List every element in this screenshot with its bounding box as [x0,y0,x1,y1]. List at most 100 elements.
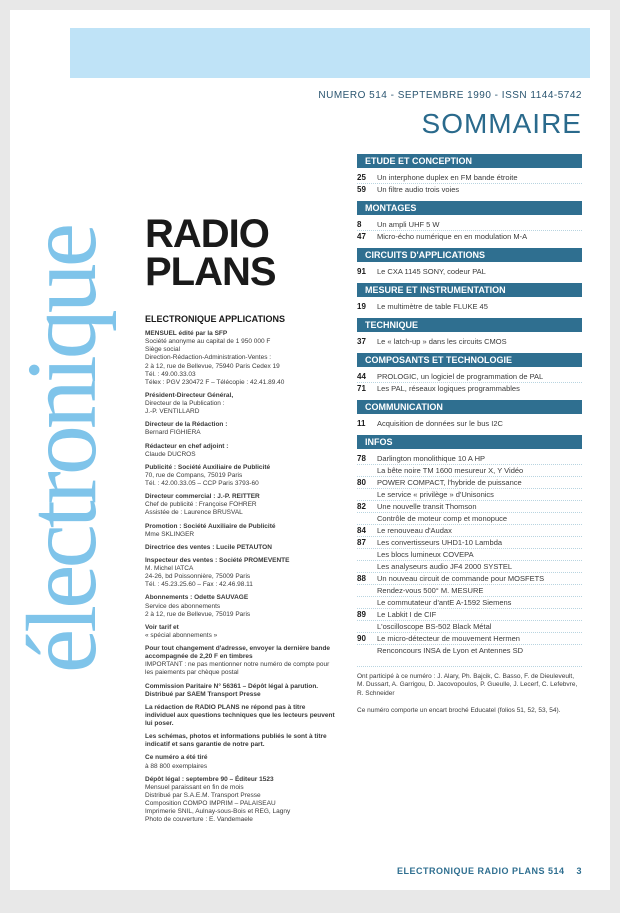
toc-entry-text: Le renouveau d'Audax [377,526,582,535]
toc-entry-text: Les PAL, réseaux logiques programmables [377,384,582,393]
toc-entry-text: Une nouvelle transit Thomson [377,502,582,511]
toc-entry-text: Micro-écho numérique en en modulation M-… [377,232,582,241]
toc-page-no: 44 [357,372,377,381]
toc-entry: 89Le Labkit I de CIF [357,608,582,620]
toc-entry: 44PROLOGIC, un logiciel de programmation… [357,370,582,382]
toc-entry: Rendez-vous 500° M. MESURE [357,584,582,596]
toc-entry-text: La bête noire TM 1600 mesureur X, Y Vidé… [377,466,582,475]
masthead-paragraph: Dépôt légal : septembre 90 – Éditeur 152… [145,776,335,825]
encart-note: Ce numéro comporte un encart broché Educ… [357,707,560,714]
toc-entry-text: Le CXA 1145 SONY, codeur PAL [377,267,582,276]
toc-entry: 90Le micro-détecteur de mouvement Hermen [357,632,582,644]
toc-entry-text: Le Labkit I de CIF [377,610,582,619]
masthead-line: Siège social [145,346,180,353]
section-bar: MESURE ET INSTRUMENTATION [357,283,582,297]
masthead-line: Directeur commercial : J.-P. REITTER [145,493,260,500]
masthead-line: 70, rue de Compans, 75019 Paris [145,472,242,479]
masthead-line: Directeur de la Publication : [145,400,225,407]
section-bar: COMPOSANTS ET TECHNOLOGIE [357,353,582,367]
footer-text: ELECTRONIQUE RADIO PLANS 514 [397,866,565,876]
toc-page-no: 37 [357,337,377,346]
footer-line: ELECTRONIQUE RADIO PLANS 514 3 [397,866,582,876]
toc-page-no: 71 [357,384,377,393]
magazine-page: NUMERO 514 - SEPTEMBRE 1990 - ISSN 1144-… [10,10,610,890]
contributors-title: Ont participé à ce numéro : [357,673,435,680]
toc-entry: 59Un filtre audio trois voies [357,183,582,195]
toc-entry: 80POWER COMPACT, l'hybride de puissance [357,476,582,488]
top-color-band [70,28,590,78]
masthead-paragraph: MENSUEL édité par la SFPSociété anonyme … [145,330,335,387]
masthead-line: Promotion : Société Auxiliaire de Public… [145,523,276,530]
toc-entry-text: Darlington monolithique 10 A HP [377,454,582,463]
masthead-line: Télex : PGV 230472 F – Télécopie : 42.41… [145,379,284,386]
masthead-line: Publicité : Société Auxiliaire de Public… [145,464,270,471]
toc-entry-text: Acquisition de données sur le bus I2C [377,419,582,428]
masthead-line: Distribué par S.A.E.M. Transport Presse [145,792,261,799]
masthead-line: Assistée de : Laurence BRUSVAL [145,509,243,516]
toc-entry: Les blocs lumineux COVEPA [357,548,582,560]
masthead-line: Président-Directeur Général, [145,392,233,399]
masthead-paragraph: Pour tout changement d'adresse, envoyer … [145,645,335,678]
toc-entry: Renconcours INSA de Lyon et Antennes SD [357,644,582,656]
masthead-line: Imprimerie SNIL, Aulnay-sous-Bois et REG… [145,808,290,815]
masthead-paragraph: Les schémas, photos et informations publ… [145,733,335,749]
toc-page-no: 90 [357,634,377,643]
toc-entry: 8Un ampli UHF 5 W [357,218,582,230]
masthead-paragraph: Voir tarif et« spécial abonnements » [145,624,335,640]
masthead-line: Mensuel paraissant en fin de mois [145,784,244,791]
toc-entry-text: Le « latch-up » dans les circuits CMOS [377,337,582,346]
toc-entry-text: Le service « privilège » d'Unisonics [377,490,582,499]
sommaire: SOMMAIRE ETUDE ET CONCEPTION25Un interph… [357,108,582,715]
toc-entry: 11Acquisition de données sur le bus I2C [357,417,582,429]
masthead-paragraph: Directrice des ventes : Lucile PETAUTON [145,544,335,552]
masthead-line: Ce numéro a été tiré [145,754,208,761]
masthead-line: Les schémas, photos et informations publ… [145,733,327,748]
toc-page-no: 59 [357,185,377,194]
toc-entry-text: Le multimètre de table FLUKE 45 [377,302,582,311]
footer-page-no: 3 [576,866,582,876]
toc-page-no: 47 [357,232,377,241]
masthead-line: Dépôt légal : septembre 90 – Éditeur 152… [145,776,274,783]
masthead-paragraph: Président-Directeur Général,Directeur de… [145,392,335,416]
masthead-line: J.-P. VENTILLARD [145,408,199,415]
masthead-line: MENSUEL édité par la SFP [145,330,227,337]
vertical-magazine-title: électronique [12,227,112,673]
toc-entry-text: L'oscilloscope BS-502 Black Métal [377,622,582,631]
masthead-line: Directeur de la Rédaction : [145,421,227,428]
sommaire-body: ETUDE ET CONCEPTION25Un interphone duple… [357,154,582,656]
masthead-paragraph: Publicité : Société Auxiliaire de Public… [145,464,335,488]
toc-entry-text: PROLOGIC, un logiciel de programmation d… [377,372,582,381]
masthead-paragraph: Rédacteur en chef adjoint :Claude DUCROS [145,443,335,459]
section-bar: COMMUNICATION [357,400,582,414]
toc-page-no: 80 [357,478,377,487]
masthead-line: Pour tout changement d'adresse, envoyer … [145,645,330,660]
masthead-line: Abonnements : Odette SAUVAGE [145,594,248,601]
section-bar: CIRCUITS D'APPLICATIONS [357,248,582,262]
toc-page-no: 87 [357,538,377,547]
masthead-line: Photo de couverture : E. Vandemaele [145,816,253,823]
masthead-paragraph: Abonnements : Odette SAUVAGEService des … [145,594,335,618]
toc-entry-text: Les convertisseurs UHD1-10 Lambda [377,538,582,547]
toc-entry-text: Un ampli UHF 5 W [377,220,582,229]
main-title-line2: PLANS [145,250,276,294]
contributors-block: Ont participé à ce numéro : J. Alary, Ph… [357,666,582,715]
masthead-line: M. Michel IATCA [145,565,193,572]
toc-entry: Contrôle de moteur comp et monopuce [357,512,582,524]
masthead-paragraph: La rédaction de RADIO PLANS ne répond pa… [145,704,335,728]
toc-page-no: 88 [357,574,377,583]
toc-page-no: 25 [357,173,377,182]
sommaire-title: SOMMAIRE [357,108,582,140]
toc-entry-text: Contrôle de moteur comp et monopuce [377,514,582,523]
toc-entry-text: Le micro-détecteur de mouvement Hermen [377,634,582,643]
masthead-line: « spécial abonnements » [145,632,217,639]
toc-entry: Le commutateur d'antE A-1592 Siemens [357,596,582,608]
toc-page-no: 82 [357,502,377,511]
masthead-line: Composition COMPO IMPRIM – PALAISEAU [145,800,276,807]
masthead-paragraph: Inspecteur des ventes : Société PROMEVEN… [145,557,335,590]
toc-entry: Le service « privilège » d'Unisonics [357,488,582,500]
masthead-line: 2 à 12, rue de Bellevue, 75019 Paris [145,611,250,618]
toc-entry-text: Un filtre audio trois voies [377,185,582,194]
section-bar: TECHNIQUE [357,318,582,332]
masthead-line: Bernard FIGHIERA [145,429,201,436]
masthead-line: à 88 800 exemplaires [145,763,207,770]
